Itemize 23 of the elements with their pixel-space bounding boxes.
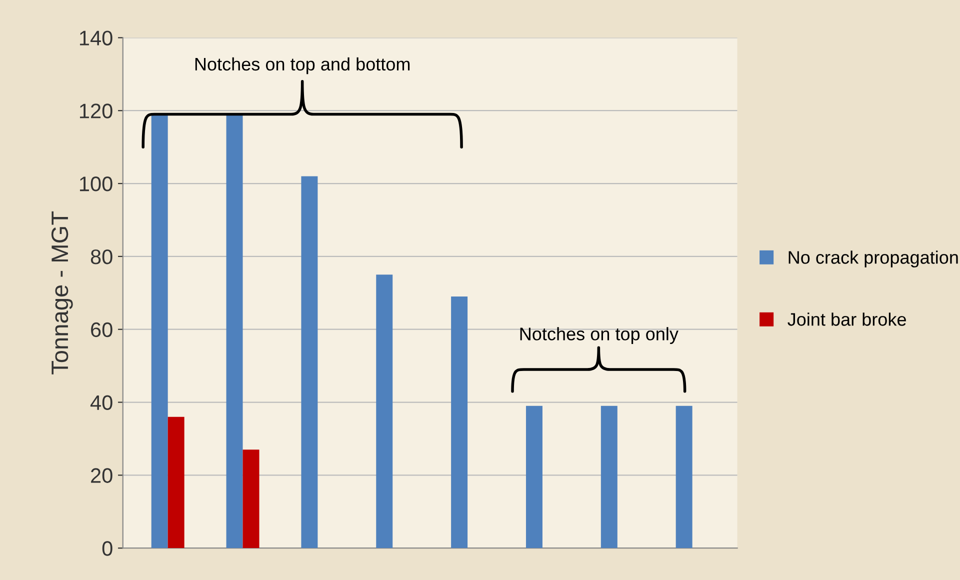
annotation: Notches on top only [520, 327, 678, 344]
y-tick-label: 40 [90, 395, 112, 410]
y-tick-label: 0 [102, 541, 112, 556]
y-tick-label: 120 [80, 104, 112, 118]
bar [242, 450, 260, 548]
legend-label: Joint bar broke [788, 312, 906, 326]
bar [151, 114, 168, 548]
bar [600, 406, 618, 548]
bar [676, 406, 692, 548]
y-tick-label: 20 [91, 468, 112, 483]
bar [301, 176, 318, 548]
y-tick-label: 60 [91, 322, 112, 338]
bar [226, 114, 243, 548]
y-axis-title: Tonnage - MGT [51, 211, 73, 374]
legend-label: No crack propagation [788, 250, 958, 268]
bar [451, 296, 468, 548]
bar [168, 416, 184, 548]
bar [376, 274, 393, 548]
y-tick-label: 140 [80, 30, 112, 46]
annotation: Notches on top and bottom [195, 57, 410, 74]
bar [526, 406, 542, 548]
y-tick-label: 100 [80, 176, 112, 192]
y-tick-label: 80 [90, 249, 112, 264]
